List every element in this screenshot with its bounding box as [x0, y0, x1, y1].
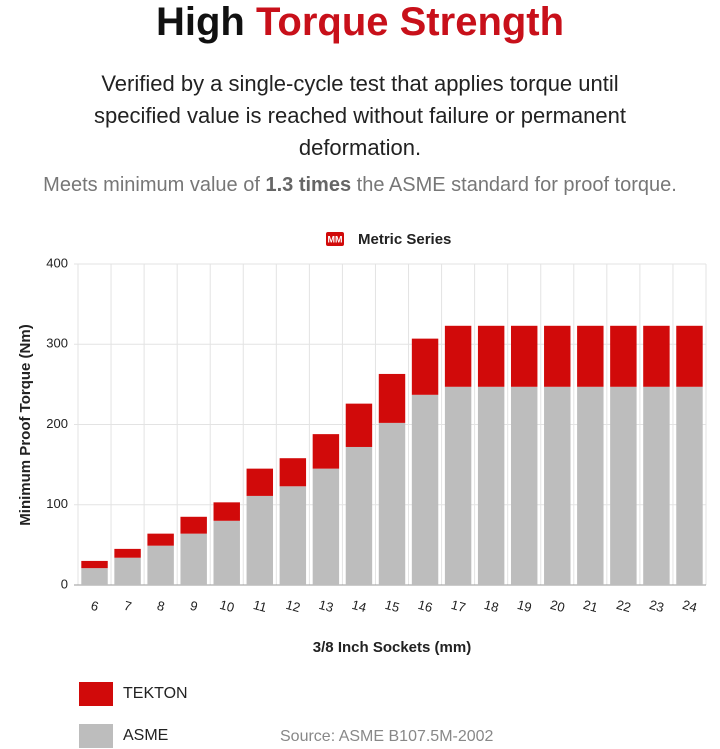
x-tick-label: 7 [122, 598, 133, 614]
bar [246, 495, 274, 585]
bar [544, 386, 571, 585]
x-tick-label: 21 [582, 597, 600, 615]
x-tick-label: 22 [615, 597, 633, 615]
bar [180, 533, 207, 585]
x-axis-label: 3/8 Inch Sockets (mm) [313, 639, 471, 656]
bar [444, 325, 472, 387]
x-tick-label: 23 [648, 597, 666, 615]
bar [147, 545, 174, 585]
x-tick-label: 10 [218, 597, 236, 615]
bar [378, 422, 406, 585]
y-tick-label: 200 [46, 416, 68, 431]
bar [114, 548, 141, 558]
title-part: Torque Strength [255, 0, 565, 44]
description: Verified by a single-cycle test that app… [94, 71, 626, 160]
bar [676, 325, 703, 387]
bar [544, 325, 571, 387]
x-tick-label: 19 [516, 597, 534, 615]
x-tick-label: 13 [317, 597, 335, 615]
bar [643, 325, 670, 387]
x-tick-label: 24 [681, 597, 699, 615]
note-part: Meets minimum value of [43, 174, 260, 196]
bar [477, 386, 505, 585]
y-tick-label: 400 [46, 255, 68, 270]
bar [577, 386, 604, 585]
legend-swatch [79, 724, 113, 748]
source: Source: ASME B107.5M-2002 [280, 728, 494, 745]
bar [279, 486, 307, 585]
note-part: 1.3 times [265, 174, 352, 196]
y-axis-label: Minimum Proof Torque (Nm) [17, 324, 34, 525]
legend-label: TEKTON [123, 685, 188, 702]
bar [676, 386, 703, 585]
bar [345, 446, 373, 585]
bar [510, 325, 538, 387]
bar [610, 386, 637, 585]
legend-label: ASME [123, 727, 168, 744]
x-tick-label: 8 [155, 598, 166, 614]
x-tick-label: 18 [483, 597, 501, 615]
x-tick-label: 12 [284, 597, 302, 615]
x-tick-label: 17 [449, 597, 467, 615]
note: Meets minimum value of 1.3 times the ASM… [0, 172, 720, 198]
bar [312, 468, 340, 585]
bar [411, 394, 439, 585]
y-tick-label: 100 [46, 496, 68, 511]
bar [378, 373, 406, 423]
chart-title: Metric Series [358, 231, 451, 248]
bar [213, 502, 240, 521]
x-tick-label: 11 [252, 597, 269, 615]
bar [510, 386, 538, 585]
x-tick-label: 16 [416, 597, 434, 615]
bar [643, 386, 670, 585]
bar [411, 338, 439, 395]
title-part: High [155, 0, 245, 44]
bar [477, 325, 505, 387]
bar [610, 325, 637, 387]
bar [444, 386, 472, 585]
x-tick-label: 6 [89, 598, 100, 614]
bar [577, 325, 604, 387]
badge: MM [328, 234, 343, 244]
bar [279, 458, 307, 487]
legend-swatch [79, 682, 113, 706]
bar [81, 568, 108, 585]
bar [213, 520, 240, 585]
x-tick-label: 15 [383, 597, 401, 615]
x-tick-label: 20 [549, 597, 567, 615]
bar [180, 516, 207, 534]
x-tick-label: 9 [189, 598, 200, 614]
y-tick-label: 300 [46, 336, 68, 351]
title: High Torque Strength [0, 0, 720, 44]
x-tick-label: 14 [350, 597, 368, 615]
bar [147, 533, 174, 546]
bar [345, 403, 373, 447]
bar [114, 557, 141, 585]
y-tick-label: 0 [61, 576, 68, 591]
badge-bg [326, 232, 344, 246]
note-part: the ASME standard for proof torque. [356, 174, 677, 196]
bar [81, 560, 108, 569]
bar [246, 468, 274, 496]
bar [312, 434, 340, 469]
